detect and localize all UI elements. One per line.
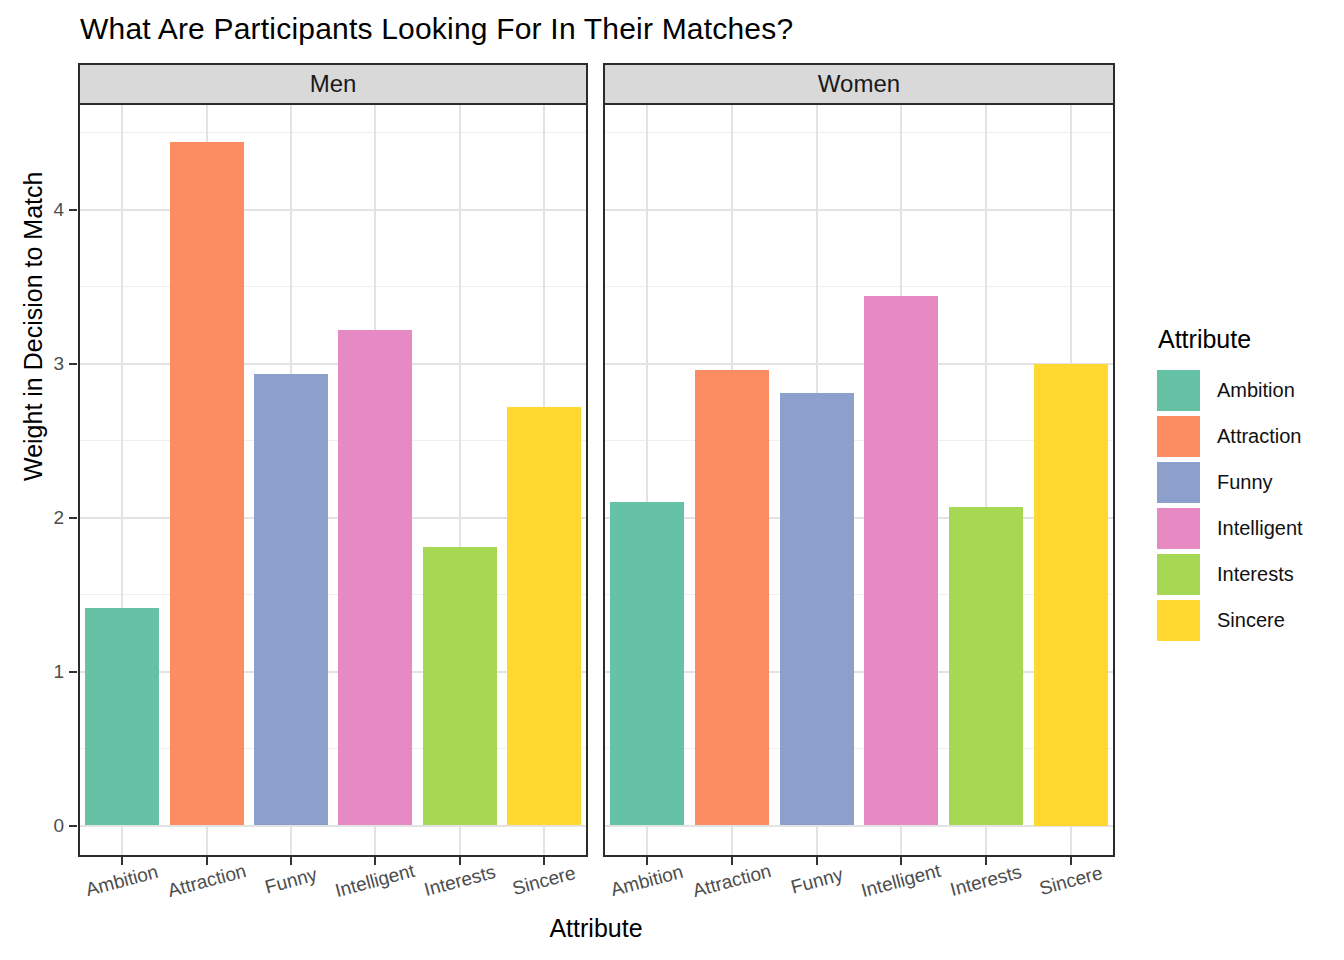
- bar-intelligent: [338, 330, 412, 826]
- legend-item: Funny: [1157, 462, 1303, 503]
- x-tick-label: Attraction: [165, 860, 248, 902]
- y-tick-label: 3: [18, 353, 64, 375]
- bar-intelligent: [864, 296, 938, 826]
- x-tick-label: Ambition: [609, 861, 686, 901]
- x-tick-mark: [374, 857, 376, 865]
- x-tick-mark: [206, 857, 208, 865]
- gridline-major: [80, 209, 586, 211]
- bar-attraction: [170, 142, 244, 826]
- legend-item: Attraction: [1157, 416, 1303, 457]
- legend-item-label: Funny: [1217, 471, 1273, 494]
- facet-strip-women: Women: [603, 63, 1115, 105]
- y-tick-mark: [69, 209, 77, 211]
- gridline-minor: [605, 286, 1113, 287]
- gridline-major: [80, 363, 586, 365]
- chart-title: What Are Participants Looking For In The…: [80, 12, 793, 46]
- bar-funny: [254, 374, 328, 825]
- legend-item: Sincere: [1157, 600, 1303, 641]
- x-tick-label: Sincere: [1037, 862, 1105, 900]
- legend-item-label: Attraction: [1217, 425, 1301, 448]
- facet-strip-men: Men: [78, 63, 588, 105]
- bar-funny: [780, 393, 854, 826]
- x-tick-mark: [290, 857, 292, 865]
- facet-panel-men: [78, 103, 588, 857]
- y-tick-mark: [69, 363, 77, 365]
- y-tick-label: 0: [18, 815, 64, 837]
- gridline-minor: [80, 132, 586, 133]
- legend-item: Interests: [1157, 554, 1303, 595]
- bar-chart-figure: What Are Participants Looking For In The…: [0, 0, 1344, 960]
- x-tick-mark: [121, 857, 123, 865]
- gridline-minor: [605, 132, 1113, 133]
- legend: Attribute Ambition Attraction Funny Intelli…: [1157, 325, 1303, 646]
- x-tick-mark: [459, 857, 461, 865]
- x-tick-label: Ambition: [84, 861, 161, 901]
- x-tick-mark: [543, 857, 545, 865]
- bar-interests: [423, 547, 497, 826]
- legend-items: Ambition Attraction Funny Intelligent Intere…: [1157, 370, 1303, 641]
- x-tick-label: Funny: [788, 864, 845, 899]
- gridline-major: [605, 209, 1113, 211]
- legend-item-label: Interests: [1217, 563, 1294, 586]
- facet-strip-men-label: Men: [310, 70, 357, 98]
- legend-swatch-intelligent: [1157, 508, 1200, 549]
- bar-ambition: [85, 608, 159, 825]
- legend-swatch-attraction: [1157, 416, 1200, 457]
- x-tick-mark: [900, 857, 902, 865]
- y-tick-label: 2: [18, 507, 64, 529]
- legend-item: Ambition: [1157, 370, 1303, 411]
- x-tick-label: Interests: [421, 861, 497, 901]
- x-tick-label: Sincere: [510, 862, 578, 900]
- y-tick-mark: [69, 517, 77, 519]
- bar-ambition: [610, 502, 684, 825]
- x-tick-label: Intelligent: [859, 860, 943, 902]
- legend-item-label: Ambition: [1217, 379, 1295, 402]
- legend-swatch-interests: [1157, 554, 1200, 595]
- x-tick-label: Funny: [262, 864, 319, 899]
- bar-interests: [949, 507, 1023, 826]
- legend-item-label: Intelligent: [1217, 517, 1303, 540]
- bar-sincere: [507, 407, 581, 826]
- legend-item: Intelligent: [1157, 508, 1303, 549]
- x-tick-label: Interests: [948, 861, 1024, 901]
- facet-strip-women-label: Women: [818, 70, 900, 98]
- y-tick-label: 4: [18, 199, 64, 221]
- x-tick-label: Intelligent: [333, 860, 417, 902]
- legend-swatch-funny: [1157, 462, 1200, 503]
- y-tick-mark: [69, 825, 77, 827]
- gridline-minor: [80, 286, 586, 287]
- legend-title: Attribute: [1158, 325, 1303, 354]
- y-tick-label: 1: [18, 661, 64, 683]
- x-tick-label: Attraction: [690, 860, 773, 902]
- x-tick-mark: [731, 857, 733, 865]
- bar-sincere: [1034, 364, 1108, 826]
- y-tick-mark: [69, 671, 77, 673]
- facet-panel-women: [603, 103, 1115, 857]
- x-axis-title: Attribute: [549, 914, 642, 943]
- x-tick-mark: [816, 857, 818, 865]
- bar-attraction: [695, 370, 769, 826]
- x-tick-mark: [646, 857, 648, 865]
- legend-item-label: Sincere: [1217, 609, 1285, 632]
- x-tick-mark: [1070, 857, 1072, 865]
- x-tick-mark: [985, 857, 987, 865]
- legend-swatch-ambition: [1157, 370, 1200, 411]
- legend-swatch-sincere: [1157, 600, 1200, 641]
